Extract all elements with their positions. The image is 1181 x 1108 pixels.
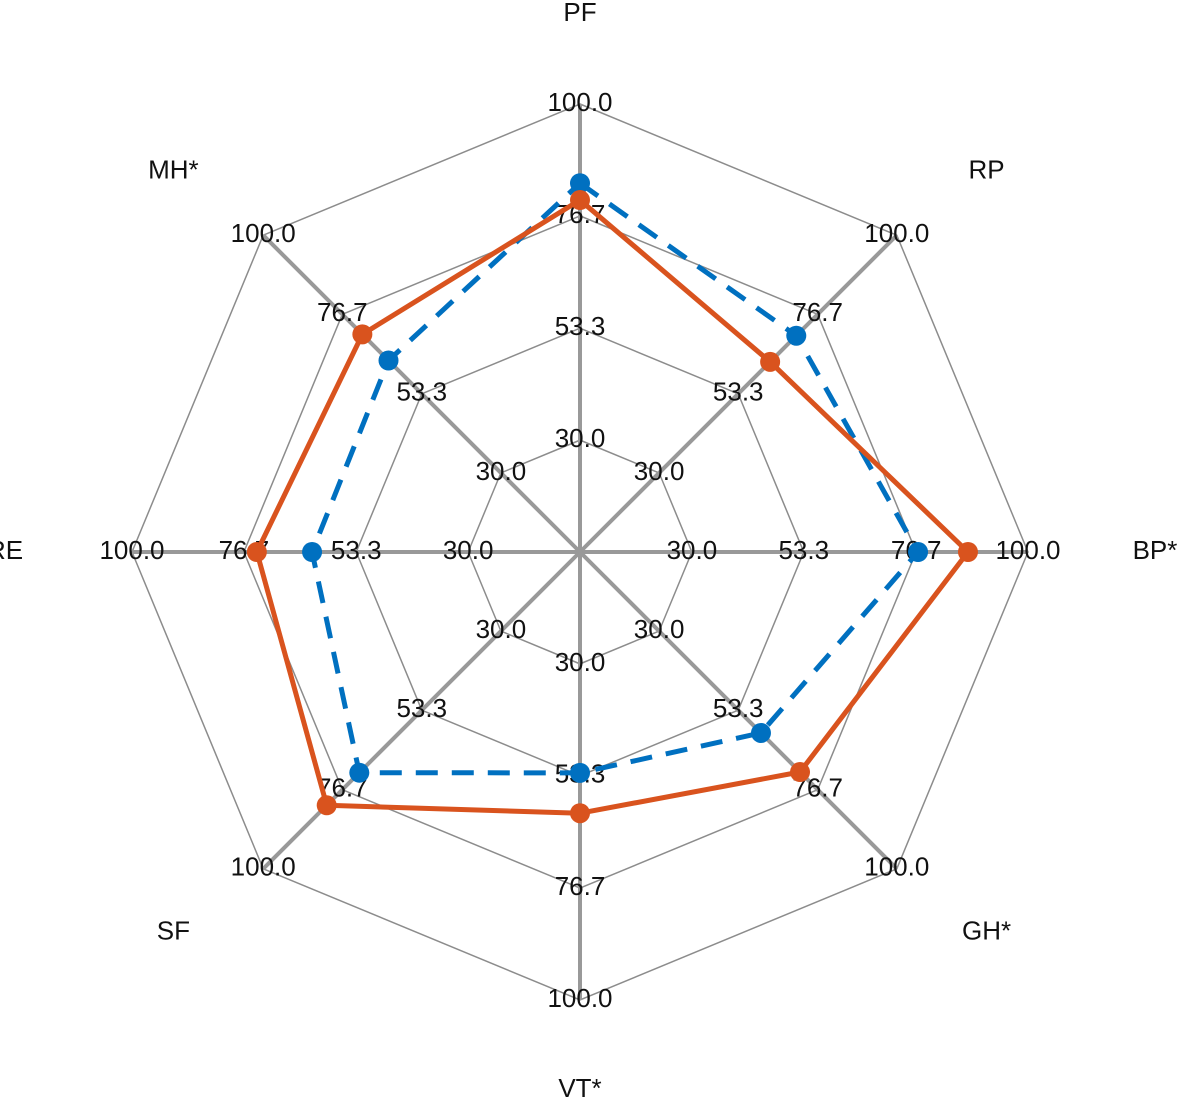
tick-label: 30.0	[443, 535, 494, 565]
tick-label: 30.0	[555, 647, 606, 677]
tick-label: 100.0	[995, 535, 1060, 565]
tick-label: 100.0	[547, 87, 612, 117]
spoke	[261, 550, 582, 871]
data-point	[957, 542, 978, 562]
data-point	[570, 190, 590, 211]
tick-label: 30.0	[634, 614, 685, 644]
tick-label: 100.0	[864, 218, 929, 248]
tick-label: 100.0	[99, 535, 164, 565]
data-point	[750, 722, 771, 743]
data-point	[316, 795, 337, 816]
tick-label: 76.7	[317, 297, 368, 327]
data-point	[570, 173, 590, 194]
data-point	[908, 542, 929, 562]
tick-label: 100.0	[231, 852, 296, 882]
series-line	[309, 180, 921, 776]
data-point	[302, 542, 323, 562]
spoke	[578, 233, 899, 554]
data-point	[352, 324, 373, 345]
tick-label: 53.3	[331, 535, 382, 565]
axis-label: MH*	[148, 154, 199, 184]
data-point	[790, 762, 811, 783]
series-line	[254, 197, 971, 816]
axis-label: RE	[0, 535, 23, 565]
spoke	[261, 233, 582, 554]
tick-label: 100.0	[547, 983, 612, 1013]
tick-label: 76.7	[792, 297, 843, 327]
series	[246, 190, 978, 824]
tick-label: 76.7	[555, 871, 606, 901]
data-point	[570, 803, 590, 824]
tick-label: 100.0	[864, 852, 929, 882]
axis-label: PF	[563, 0, 596, 27]
axis-label: GH*	[962, 915, 1011, 945]
tick-label: 30.0	[476, 614, 527, 644]
tick-label: 100.0	[231, 218, 296, 248]
data-point	[246, 542, 267, 562]
axis-label: RP	[969, 154, 1005, 184]
tick-label: 53.3	[713, 377, 764, 407]
axis-label: VT*	[558, 1073, 601, 1103]
tick-label: 30.0	[476, 456, 527, 486]
data-point	[570, 762, 590, 783]
data-point	[349, 762, 370, 783]
tick-label: 53.3	[713, 693, 764, 723]
tick-label: 30.0	[667, 535, 718, 565]
data-point	[760, 351, 781, 372]
spoke	[578, 550, 899, 871]
tick-label: 30.0	[634, 456, 685, 486]
axis-label: BP*	[1133, 535, 1178, 565]
data-point	[786, 325, 807, 346]
tick-label: 30.0	[555, 423, 606, 453]
axis-label: SF	[157, 915, 190, 945]
series	[302, 173, 929, 783]
tick-label: 53.3	[555, 311, 606, 341]
tick-label: 53.3	[396, 693, 447, 723]
tick-label: 53.3	[396, 377, 447, 407]
tick-label: 53.3	[778, 535, 829, 565]
data-point	[378, 350, 399, 371]
